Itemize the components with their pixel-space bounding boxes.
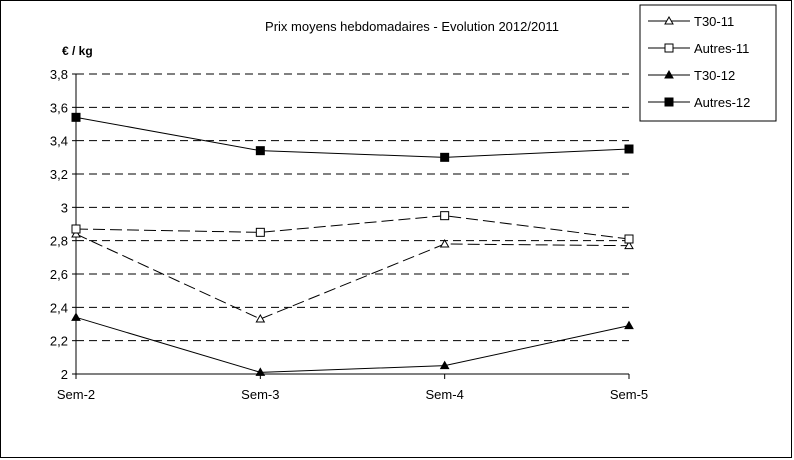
series-group bbox=[71, 112, 634, 376]
data-point-autres-12 bbox=[440, 152, 450, 162]
x-axis-ticks: Sem-2 Sem-3 Sem-4 Sem-5 bbox=[57, 374, 648, 402]
data-point-t30-11 bbox=[624, 240, 634, 250]
legend: T30-11 Autres-11 T30-12 Autres-12 bbox=[639, 4, 777, 122]
legend-marker-autres-11 bbox=[664, 43, 674, 53]
y-tick-label: 2 bbox=[61, 367, 68, 382]
gridlines bbox=[76, 73, 629, 342]
chart-title: Prix moyens hebdomadaires - Evolution 20… bbox=[265, 19, 559, 34]
y-tick-label: 3,8 bbox=[50, 67, 68, 82]
y-tick-label: 3,2 bbox=[50, 167, 68, 182]
series-autres-12 bbox=[71, 112, 634, 162]
series-line-t30-12 bbox=[75, 316, 630, 373]
data-point-t30-11 bbox=[439, 238, 450, 248]
x-tick-label: Sem-5 bbox=[610, 387, 648, 402]
data-point-autres-11 bbox=[440, 211, 450, 221]
y-axis-ticks: 3,8 3,6 3,4 3,2 3 2,8 2,6 2,4 2,2 2 bbox=[50, 67, 76, 382]
y-tick-label: 2,6 bbox=[50, 267, 68, 282]
data-point-autres-12 bbox=[624, 144, 634, 154]
y-tick-label: 3 bbox=[61, 200, 68, 215]
data-point-autres-11 bbox=[255, 227, 265, 237]
series-line-autres-11 bbox=[75, 215, 630, 240]
data-point-t30-12 bbox=[71, 312, 81, 321]
series-autres-11 bbox=[71, 211, 634, 244]
legend-marker-t30-11 bbox=[664, 15, 674, 25]
x-tick-label: Sem-3 bbox=[241, 387, 279, 402]
data-point-autres-12 bbox=[71, 112, 81, 122]
series-line-t30-11 bbox=[75, 233, 630, 320]
data-point-t30-12 bbox=[255, 367, 266, 376]
data-point-autres-11 bbox=[71, 224, 81, 234]
y-axis-unit-label: € / kg bbox=[62, 44, 93, 58]
legend-label-t30-11: T30-11 bbox=[694, 14, 734, 29]
y-tick-label: 2,4 bbox=[50, 300, 68, 315]
y-tick-label: 2,2 bbox=[50, 334, 68, 349]
legend-marker-t30-12 bbox=[664, 69, 674, 79]
legend-marker-autres-12 bbox=[664, 97, 674, 107]
y-tick-label: 3,4 bbox=[50, 134, 68, 149]
x-tick-label: Sem-4 bbox=[426, 387, 464, 402]
series-t30-11 bbox=[71, 228, 634, 323]
x-tick-label: Sem-2 bbox=[57, 387, 95, 402]
data-point-t30-12 bbox=[439, 360, 450, 370]
series-t30-12 bbox=[71, 312, 634, 376]
legend-label-t30-12: T30-12 bbox=[694, 68, 735, 83]
y-tick-label: 3,6 bbox=[50, 100, 68, 115]
y-tick-label: 2,8 bbox=[50, 234, 68, 249]
data-point-t30-11 bbox=[255, 313, 266, 323]
legend-label-autres-12: Autres-12 bbox=[694, 95, 750, 110]
legend-label-autres-11: Autres-11 bbox=[694, 41, 749, 56]
series-line-autres-12 bbox=[75, 116, 630, 158]
axes bbox=[75, 74, 629, 375]
data-point-autres-11 bbox=[624, 234, 634, 244]
data-point-autres-12 bbox=[255, 146, 265, 156]
data-point-t30-12 bbox=[624, 320, 634, 330]
